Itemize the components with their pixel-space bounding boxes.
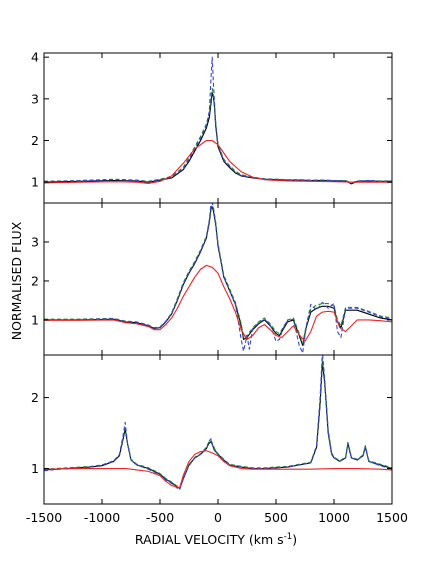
y-tick-label: 4	[31, 50, 39, 65]
y-tick-label: 1	[31, 312, 39, 327]
panel-3-series	[44, 355, 392, 491]
x-tick-label: -500	[146, 510, 174, 525]
series-line-blue	[44, 56, 392, 184]
panel-2-series	[44, 203, 392, 354]
panel-1-series	[44, 56, 392, 185]
y-tick-label: 1	[31, 461, 39, 476]
x-axis-label: RADIAL VELOCITY (km s-1)	[135, 532, 297, 547]
series-line-black	[44, 361, 392, 489]
x-tick-label: -1500	[26, 510, 62, 525]
panel-frame	[43, 354, 393, 505]
x-axis-label-sup: -1	[284, 532, 292, 542]
x-tick-label: -1000	[84, 510, 120, 525]
series-line-red	[44, 139, 392, 184]
series-line-blue	[44, 203, 392, 354]
x-tick-label: 0	[214, 510, 222, 525]
y-tick-label: 2	[31, 390, 39, 405]
x-axis-label-main: RADIAL VELOCITY (km s	[135, 532, 284, 547]
series-line-blue	[44, 355, 392, 491]
panel-frame	[43, 202, 393, 356]
panels-layer: 1 2 3 4 1 2 3 1 2 -1500 -1000 -500 0 500 1000 1500	[26, 50, 408, 525]
panel-2: 1 2 3	[31, 202, 393, 356]
x-axis-label-close: )	[292, 532, 297, 547]
x-tick-label: 1500	[376, 510, 408, 525]
y-tick-label: 3	[31, 91, 39, 106]
panel-1: 1 2 3 4	[31, 50, 393, 204]
series-line-red	[44, 450, 392, 489]
x-tick-label: 500	[264, 510, 288, 525]
series-line-black	[44, 92, 392, 185]
y-tick-label: 2	[31, 133, 39, 148]
y-tick-label: 3	[31, 234, 39, 249]
x-tick-label: 1000	[318, 510, 350, 525]
series-line-red	[44, 264, 392, 342]
panel-3: 1 2 -1500 -1000 -500 0 500 1000 1500	[26, 354, 408, 525]
y-tick-label: 2	[31, 273, 39, 288]
y-tick-label: 1	[31, 175, 39, 190]
series-line-green	[44, 87, 392, 184]
y-axis-label: NORMALISED FLUX	[9, 221, 24, 340]
